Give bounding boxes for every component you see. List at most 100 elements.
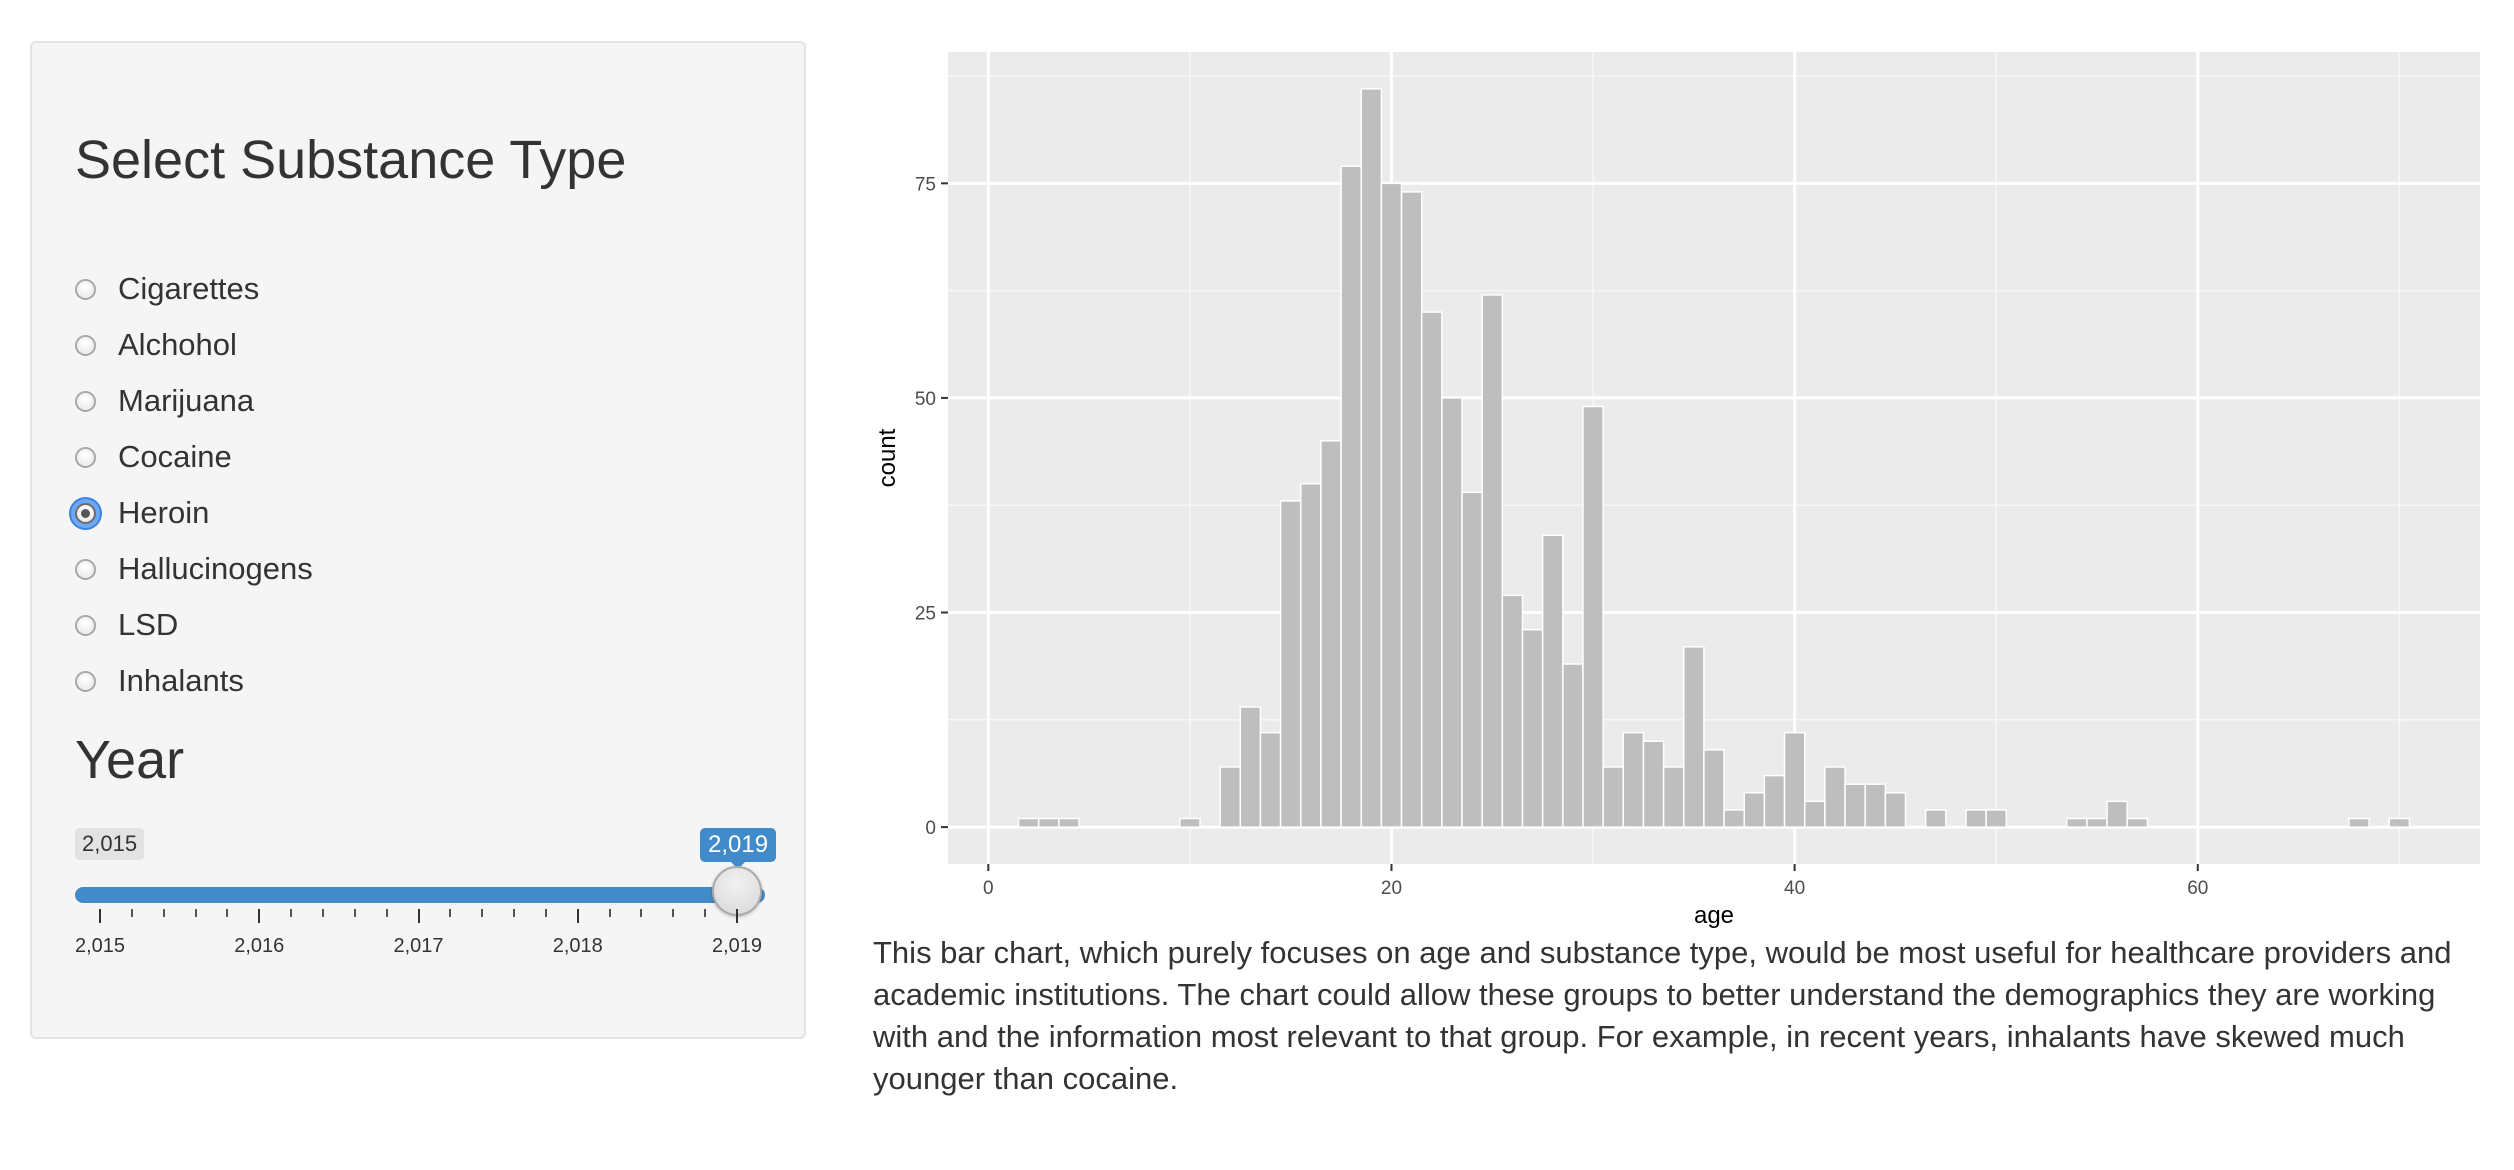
radio-button[interactable] xyxy=(75,334,96,356)
histogram-bar xyxy=(1864,783,1887,828)
substance-option-alchohol[interactable]: Alchohol xyxy=(75,323,237,367)
slider-minor-tick xyxy=(481,909,484,917)
histogram-bar xyxy=(1259,731,1282,828)
radio-button[interactable] xyxy=(75,278,96,300)
x-tick-label: 60 xyxy=(2187,878,2208,899)
age-histogram-chart: 0 20 40 60 0 25 50 75 age count xyxy=(874,52,2480,929)
x-tick-label: 20 xyxy=(1381,878,1402,899)
slider-minor-tick xyxy=(704,909,707,917)
histogram-bar xyxy=(1824,766,1846,828)
y-tick-label: 50 xyxy=(915,389,936,410)
slider-major-tick xyxy=(99,909,101,923)
radio-button[interactable] xyxy=(75,558,96,580)
histogram-bar xyxy=(1602,766,1625,828)
histogram-bar xyxy=(1481,294,1504,828)
slider-major-tick xyxy=(258,909,261,923)
slider-minor-tick xyxy=(608,909,611,917)
substance-option-heroin[interactable]: Heroin xyxy=(75,491,209,535)
histogram-bar xyxy=(1017,817,1040,828)
radio-button[interactable] xyxy=(75,390,96,412)
histogram-bar xyxy=(1441,397,1463,828)
sidebar-panel: Select Substance Type Cigarettes Alchohol… xyxy=(30,41,806,1039)
histogram-bar xyxy=(1541,534,1564,828)
y-tick-label: 25 xyxy=(915,604,936,625)
slider-minor-tick xyxy=(321,909,324,917)
histogram-bar xyxy=(1783,731,1806,828)
radio-label: Alchohol xyxy=(118,327,237,362)
plot-panel xyxy=(948,52,2480,864)
radio-label: Cigarettes xyxy=(118,271,260,306)
slider-major-tick xyxy=(576,909,579,923)
y-tick-label: 0 xyxy=(925,818,936,839)
y-tick-label: 75 xyxy=(915,174,936,195)
slider-tick-label: 2,016 xyxy=(234,935,285,957)
radio-button[interactable] xyxy=(75,502,96,524)
histogram-bar xyxy=(1239,706,1262,828)
histogram-bar xyxy=(1420,311,1443,828)
histogram-bar xyxy=(1622,731,1645,828)
substance-option-lsd[interactable]: LSD xyxy=(75,603,178,647)
histogram-bar xyxy=(1642,740,1665,828)
substance-option-cocaine[interactable]: Cocaine xyxy=(75,435,232,479)
histogram-bar xyxy=(1279,500,1302,828)
slider-minor-tick xyxy=(130,909,133,917)
histogram-bar xyxy=(2388,817,2411,828)
histogram-bar xyxy=(1844,783,1866,828)
year-slider-track[interactable] xyxy=(75,887,765,903)
histogram-bar xyxy=(1461,491,1483,828)
histogram-bar xyxy=(2348,817,2370,828)
histogram-bar xyxy=(1582,405,1604,828)
histogram-bar xyxy=(1340,165,1362,828)
slider-minor-tick xyxy=(162,909,165,917)
radio-button[interactable] xyxy=(75,614,96,636)
radio-label: Inhalants xyxy=(118,663,244,698)
x-tick-label: 0 xyxy=(983,878,994,899)
histogram-bar xyxy=(2106,800,2128,828)
histogram-bar xyxy=(1662,766,1685,828)
histogram-bar xyxy=(1924,809,1947,828)
histogram-bar xyxy=(1300,483,1322,828)
slider-tick-label: 2,015 xyxy=(74,935,126,957)
histogram-bar xyxy=(1058,817,1080,828)
slider-minor-tick xyxy=(385,909,388,917)
histogram-bar xyxy=(2086,817,2108,828)
radio-label: Heroin xyxy=(118,495,210,530)
slider-tick-label: 2,019 xyxy=(711,935,763,957)
histogram-bar xyxy=(1985,809,2008,828)
x-tick-label: 40 xyxy=(1784,878,1805,899)
slider-minor-tick xyxy=(449,909,452,917)
histogram-bar xyxy=(2126,817,2149,828)
slider-minor-tick xyxy=(513,909,516,917)
histogram-bar xyxy=(1743,792,1766,828)
radio-button[interactable] xyxy=(75,446,96,468)
slider-major-tick xyxy=(736,909,738,923)
histogram-bar xyxy=(1400,191,1423,828)
substance-option-inhalants[interactable]: Inhalants xyxy=(75,659,244,703)
radio-label: Cocaine xyxy=(118,439,232,474)
slider-minor-tick xyxy=(290,909,293,917)
slider-value-label: 2,019 xyxy=(700,828,777,869)
histogram-bar xyxy=(1703,749,1725,828)
chart-description: This bar chart, which purely focuses on … xyxy=(873,935,2452,1096)
histogram-bar xyxy=(1683,646,1705,828)
substance-option-marijuana[interactable]: Marijuana xyxy=(75,379,254,423)
radio-button[interactable] xyxy=(75,670,96,692)
histogram-bar xyxy=(1380,182,1403,828)
histogram-bar xyxy=(2066,817,2088,828)
slider-minor-tick xyxy=(640,909,643,917)
histogram-bar xyxy=(1037,817,1060,828)
slider-min-label: 2,015 xyxy=(75,828,145,860)
slider-minor-tick xyxy=(672,909,675,917)
slider-minor-tick xyxy=(353,909,356,917)
histogram-bar xyxy=(1521,628,1544,828)
slider-minor-tick xyxy=(226,909,229,917)
year-heading: Year xyxy=(75,730,185,790)
slider-tick-label: 2,017 xyxy=(393,935,444,957)
substance-option-cigarettes[interactable]: Cigarettes xyxy=(75,267,259,311)
histogram-bar xyxy=(1965,809,1987,828)
histogram-bar xyxy=(1884,792,1907,828)
histogram-bar xyxy=(1763,774,1786,828)
histogram-bar xyxy=(1723,809,1745,828)
slider-tick-label: 2,018 xyxy=(552,935,603,957)
substance-option-hallucinogens[interactable]: Hallucinogens xyxy=(75,547,313,591)
